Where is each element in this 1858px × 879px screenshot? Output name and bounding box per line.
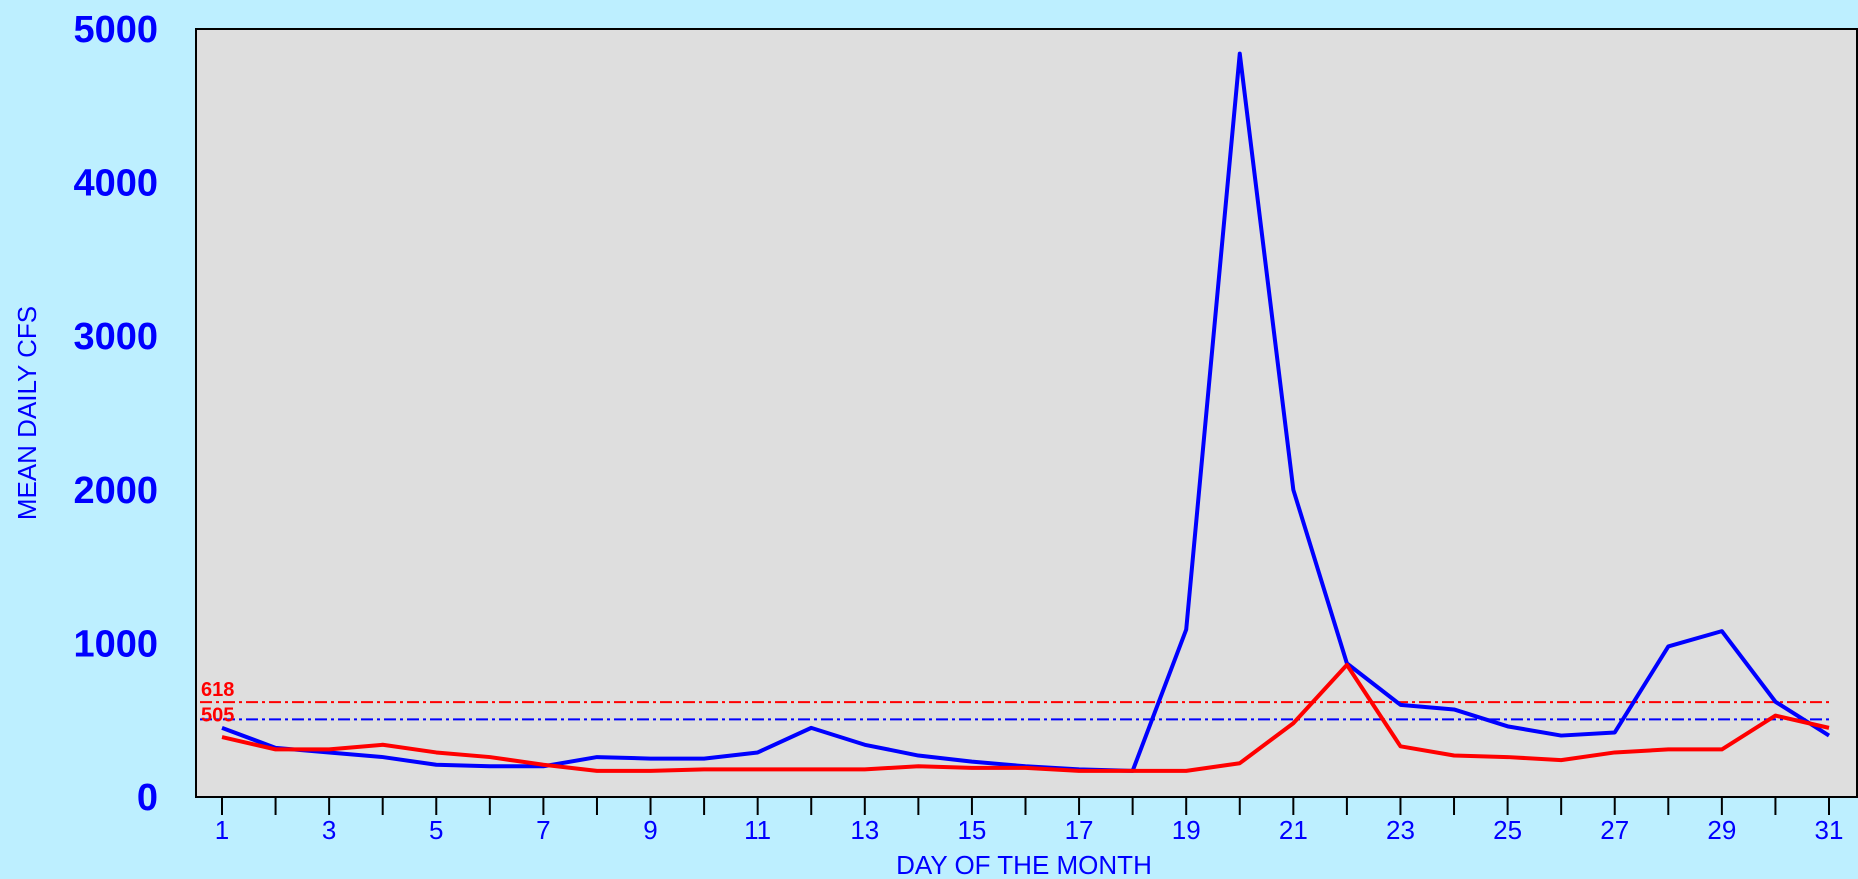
x-tick-label: 17 — [1065, 815, 1094, 845]
y-tick-label: 0 — [137, 777, 158, 819]
y-tick-label: 2000 — [73, 470, 158, 512]
reference-label-618: 618 — [201, 679, 234, 701]
x-tick-label: 5 — [429, 815, 443, 845]
series-layer — [221, 51, 1831, 773]
x-tick-label: 1 — [215, 815, 229, 845]
x-tick-label: 13 — [850, 815, 879, 845]
x-axis-ticks: 1 3 5 7 9 11 13 15 17 19 21 23 25 27 29 31 — [215, 797, 1844, 845]
x-tick-label: 23 — [1386, 815, 1415, 845]
y-tick-label: 5000 — [73, 9, 158, 51]
x-tick-label: 27 — [1600, 815, 1629, 845]
x-tick-label: 31 — [1815, 815, 1844, 845]
y-axis-ticks: 0 1000 2000 3000 4000 5000 — [73, 9, 158, 819]
x-tick-label: 9 — [643, 815, 657, 845]
reference-label-505: 505 — [201, 704, 234, 726]
y-tick-label: 3000 — [73, 316, 158, 358]
y-tick-label: 1000 — [73, 623, 158, 665]
x-tick-label: 25 — [1493, 815, 1522, 845]
plot-area — [195, 28, 1858, 798]
series-line-2 — [221, 662, 1830, 773]
x-axis-label: DAY OF THE MONTH — [896, 850, 1152, 879]
y-axis-label: MEAN DAILY CFS — [12, 306, 42, 520]
x-tick-label: 29 — [1707, 815, 1736, 845]
x-tick-label: 19 — [1172, 815, 1201, 845]
x-tick-label: 15 — [957, 815, 986, 845]
x-tick-label: 21 — [1279, 815, 1308, 845]
x-tick-label: 3 — [322, 815, 336, 845]
x-tick-label: 11 — [744, 815, 771, 845]
x-tick-label: 7 — [536, 815, 550, 845]
y-tick-label: 4000 — [73, 163, 158, 205]
